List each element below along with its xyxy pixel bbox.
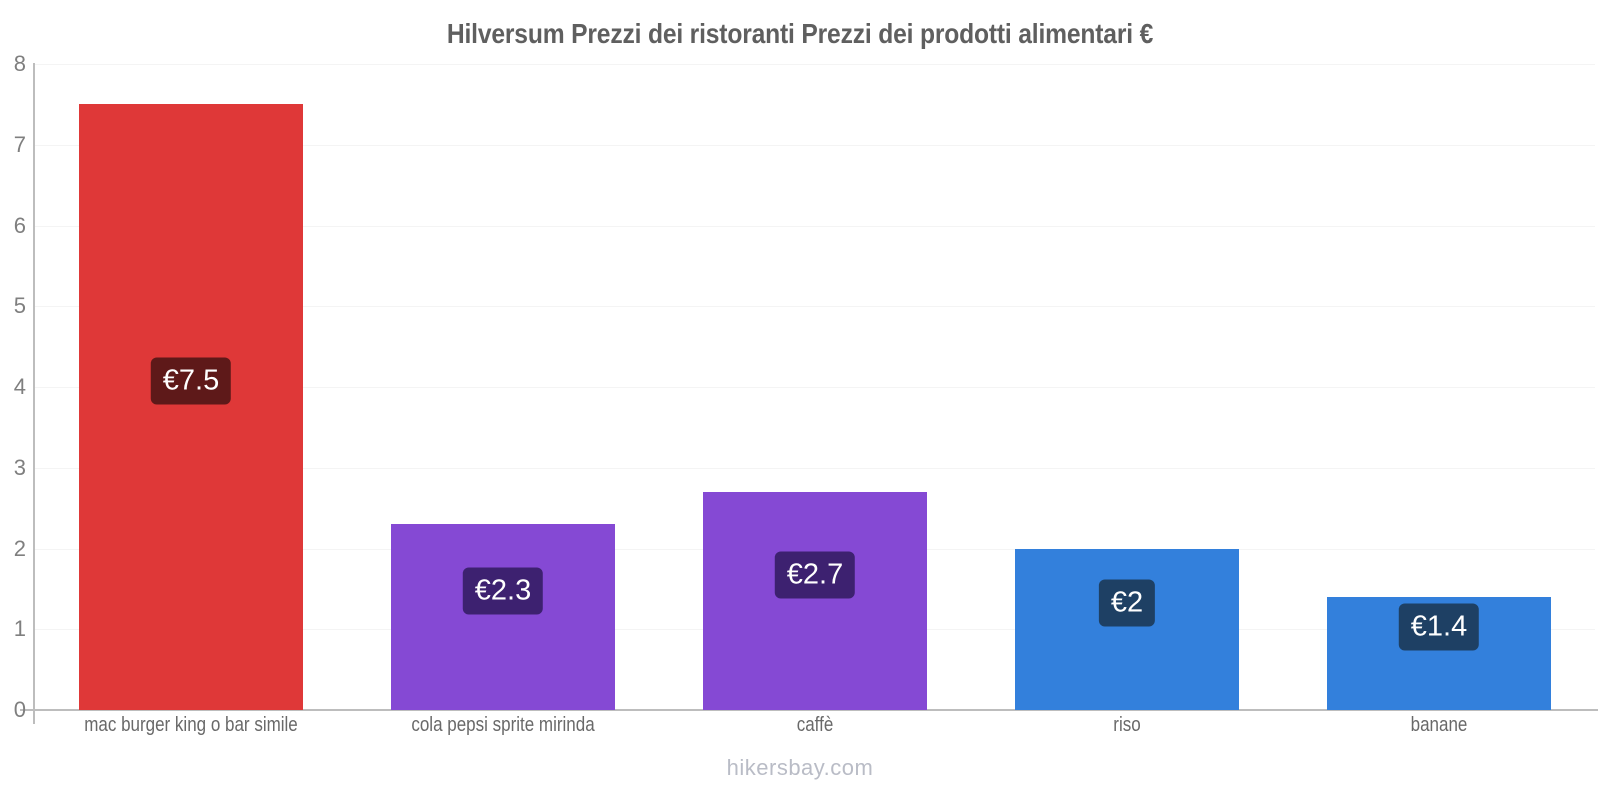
bar-2[interactable] [391,524,615,710]
bar-4[interactable] [1015,548,1239,710]
x-category-label-3: caffè [796,714,834,736]
x-category-label-1: mac burger king o bar simile [84,714,298,736]
x-category-label-2: cola pepsi sprite mirinda [411,714,595,736]
gridline-6 [35,225,1595,227]
bar-3[interactable] [703,491,927,710]
x-category-label-4: riso [1113,714,1141,736]
x-axis-line [20,709,1598,711]
gridline-3 [35,467,1595,469]
y-tick-label-4: 4 [13,374,26,399]
y-axis-line [33,63,35,724]
y-tick-label-7: 7 [13,131,26,157]
y-tick-label-1: 1 [13,616,26,642]
value-badge-1: €7.5 [150,357,232,405]
value-badge-5: €1.4 [1398,603,1480,651]
y-tick-label-2: 2 [13,535,26,561]
value-badge-3: €2.7 [774,551,856,599]
bar-1[interactable] [79,104,303,710]
y-tick-label-6: 6 [13,212,26,238]
value-badge-2: €2.3 [462,567,544,615]
y-tick-label-5: 5 [13,293,26,319]
value-badge-4: €2 [1098,579,1156,627]
y-tick-label-8: 8 [13,51,26,76]
watermark-text: hikersbay.com [726,755,874,780]
chart-title: Hilversum Prezzi dei ristoranti Prezzi d… [446,18,1154,49]
gridline-7 [35,144,1595,146]
gridline-4 [35,387,1595,388]
gridline-5 [35,306,1595,308]
y-tick-label-0: 0 [13,697,26,722]
gridline-8 [35,64,1595,65]
x-category-label-5: banane [1410,714,1468,736]
y-tick-label-3: 3 [13,454,26,480]
